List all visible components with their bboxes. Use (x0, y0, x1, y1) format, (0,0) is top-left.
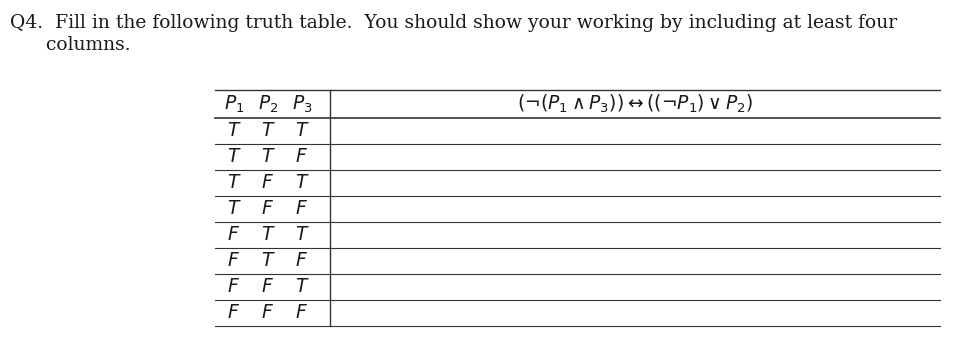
Text: $F$: $F$ (261, 174, 274, 192)
Text: $T$: $T$ (294, 122, 309, 140)
Text: $F$: $F$ (227, 252, 240, 270)
Text: $T$: $T$ (294, 278, 309, 296)
Text: columns.: columns. (10, 36, 131, 54)
Text: $T$: $T$ (227, 200, 241, 218)
Text: $T$: $T$ (227, 174, 241, 192)
Text: $F$: $F$ (261, 278, 274, 296)
Text: $F$: $F$ (295, 200, 308, 218)
Text: $F$: $F$ (227, 226, 240, 244)
Text: $F$: $F$ (295, 304, 308, 322)
Text: $T$: $T$ (294, 226, 309, 244)
Text: $F$: $F$ (295, 148, 308, 166)
Text: $F$: $F$ (261, 200, 274, 218)
Text: $P_1$: $P_1$ (224, 93, 244, 115)
Text: $T$: $T$ (227, 122, 241, 140)
Text: $T$: $T$ (260, 252, 275, 270)
Text: $T$: $T$ (227, 148, 241, 166)
Text: $T$: $T$ (260, 226, 275, 244)
Text: $F$: $F$ (227, 304, 240, 322)
Text: $T$: $T$ (294, 174, 309, 192)
Text: $F$: $F$ (295, 252, 308, 270)
Text: $F$: $F$ (227, 278, 240, 296)
Text: $P_3$: $P_3$ (291, 93, 312, 115)
Text: Q4.  Fill in the following truth table.  You should show your working by includi: Q4. Fill in the following truth table. Y… (10, 14, 897, 32)
Text: $(\neg(P_1 \wedge P_3)) \leftrightarrow ((\neg P_1) \vee P_2)$: $(\neg(P_1 \wedge P_3)) \leftrightarrow … (516, 93, 752, 115)
Text: $T$: $T$ (260, 148, 275, 166)
Text: $T$: $T$ (260, 122, 275, 140)
Text: $F$: $F$ (261, 304, 274, 322)
Text: $P_2$: $P_2$ (258, 93, 278, 115)
